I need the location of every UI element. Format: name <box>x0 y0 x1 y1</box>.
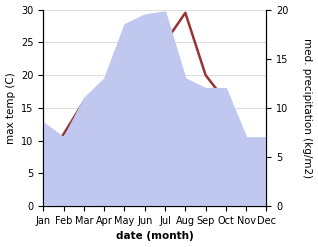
Y-axis label: med. precipitation (kg/m2): med. precipitation (kg/m2) <box>302 38 313 178</box>
X-axis label: date (month): date (month) <box>116 231 194 242</box>
Y-axis label: max temp (C): max temp (C) <box>5 72 16 144</box>
